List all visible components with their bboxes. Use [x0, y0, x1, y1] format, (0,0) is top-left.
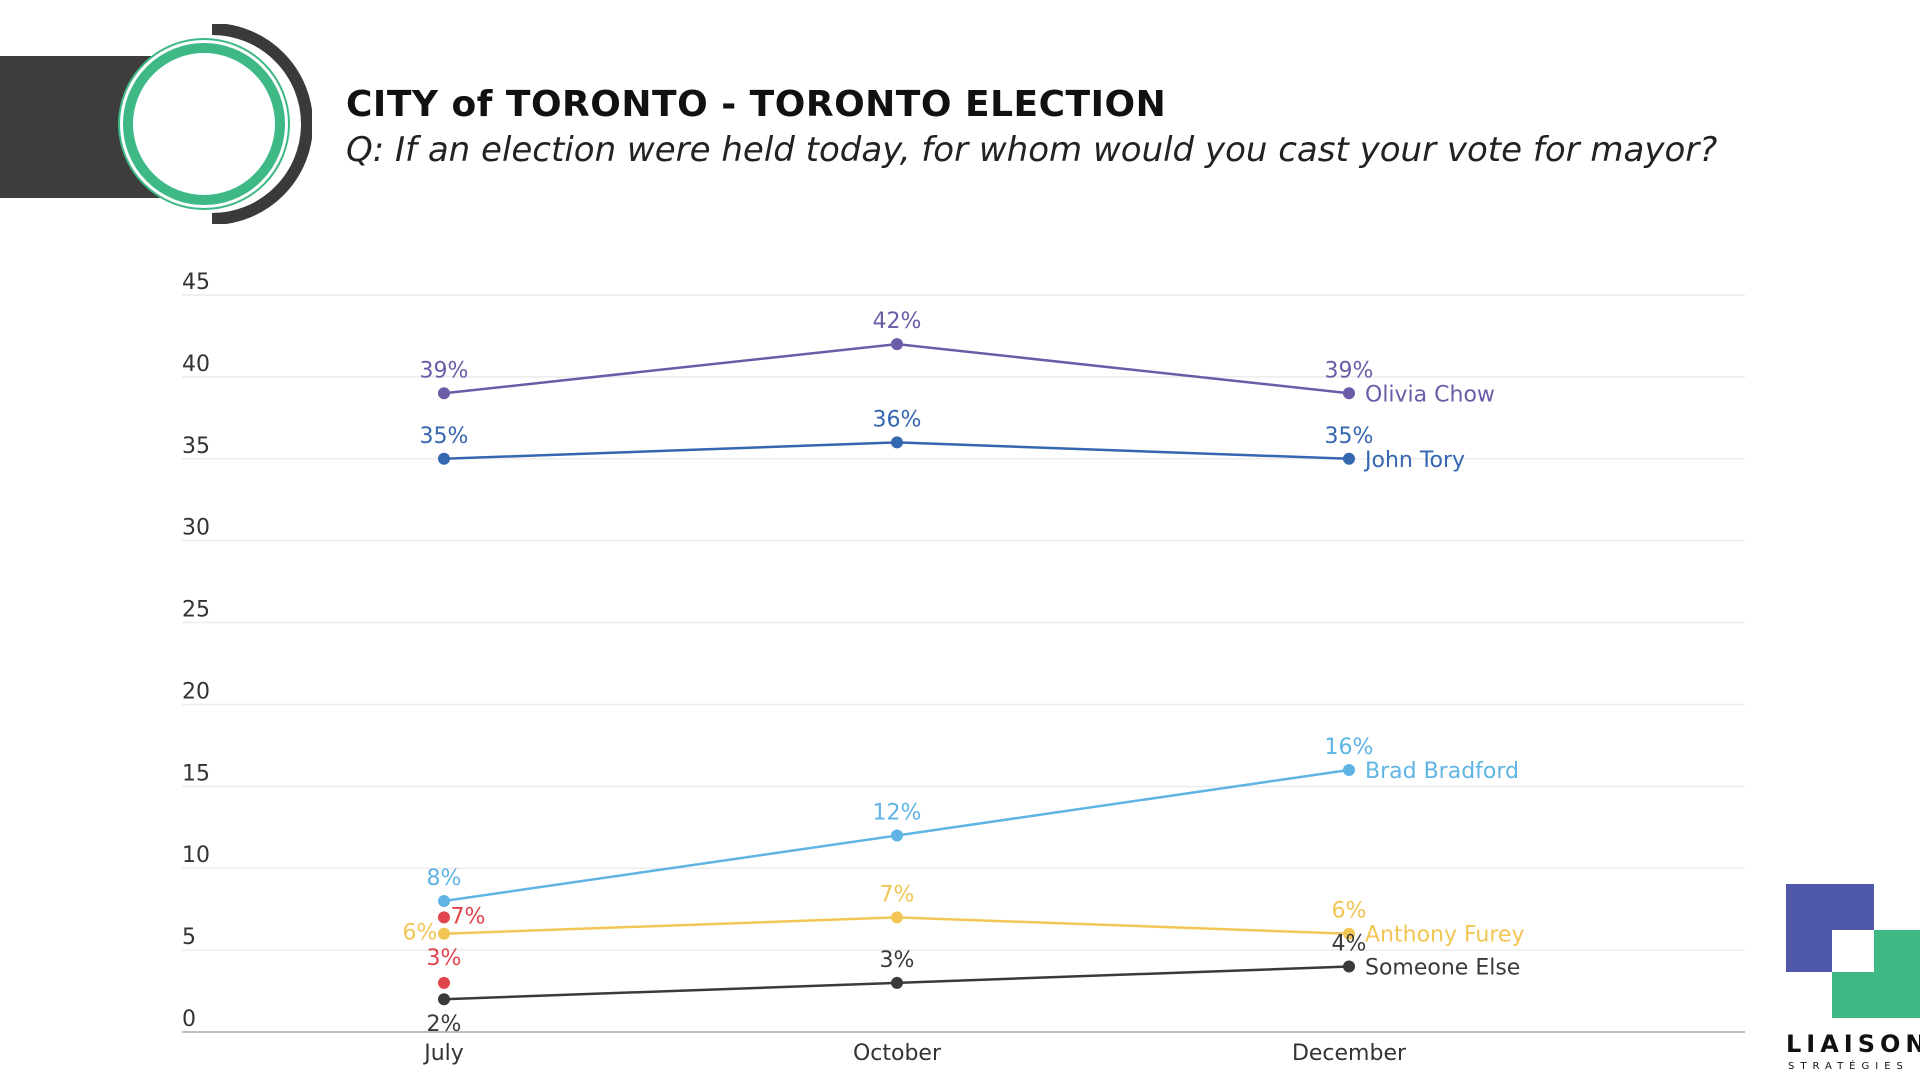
data-label-anthony-furey: 7% [880, 882, 915, 907]
data-label-john-tory: 36% [873, 407, 922, 432]
y-tick-label: 35 [182, 434, 210, 459]
series-label-john-tory: John Tory [1363, 448, 1465, 473]
data-point-someone-else [891, 976, 903, 989]
series-label-brad-bradford: Brad Bradford [1365, 759, 1519, 784]
y-tick-label: 45 [182, 270, 210, 295]
logo-square-white [1832, 930, 1874, 972]
liaison-logo: LIAISON STRATÉGIES [1786, 884, 1920, 1074]
y-tick-label: 5 [182, 925, 196, 950]
data-label-john-tory: 35% [1325, 424, 1374, 449]
data-point-other [438, 911, 450, 924]
data-label-brad-bradford: 12% [873, 800, 922, 825]
data-point-someone-else [1343, 960, 1355, 973]
y-tick-label: 0 [182, 1007, 196, 1032]
data-point-john-tory [1343, 452, 1355, 465]
data-label-brad-bradford: 8% [427, 866, 462, 891]
logo-subtitle: STRATÉGIES [1788, 1061, 1909, 1072]
data-point-john-tory [891, 436, 903, 449]
x-tick-label: October [853, 1041, 942, 1066]
data-label-someone-else: 4% [1332, 931, 1367, 956]
y-tick-label: 40 [182, 352, 210, 377]
y-tick-label: 30 [182, 516, 210, 541]
data-label-anthony-furey: 6% [1332, 899, 1367, 924]
data-point-someone-else [438, 993, 450, 1006]
series-label-anthony-furey: Anthony Furey [1365, 923, 1525, 948]
chart-subtitle: Q: If an election were held today, for w… [346, 130, 1718, 170]
y-tick-label: 15 [182, 761, 210, 786]
data-point-other [438, 976, 450, 989]
logo-name: LIAISON [1786, 1030, 1920, 1058]
header-ring-icon [118, 24, 312, 224]
data-label-someone-else: 2% [427, 1012, 462, 1037]
series-line-olivia-chow [443, 342, 1350, 395]
x-tick-label: July [422, 1041, 464, 1066]
data-label-brad-bradford: 16% [1325, 735, 1374, 760]
data-point-anthony-furey [891, 911, 903, 924]
data-point-brad-bradford [891, 829, 903, 842]
series-label-someone-else: Someone Else [1365, 955, 1520, 980]
data-point-olivia-chow [891, 338, 903, 351]
x-tick-label: December [1292, 1041, 1407, 1066]
data-label-olivia-chow: 42% [873, 309, 922, 334]
y-tick-label: 25 [182, 598, 210, 623]
chart-title: CITY of TORONTO - TORONTO ELECTION [346, 84, 1167, 125]
data-label-anthony-furey: 6% [403, 921, 438, 946]
y-tick-label: 10 [182, 843, 210, 868]
data-point-olivia-chow [438, 387, 450, 400]
data-point-olivia-chow [1343, 387, 1355, 400]
data-label-other: 7% [451, 904, 486, 929]
y-tick-label: 20 [182, 679, 210, 704]
data-point-brad-bradford [1343, 763, 1355, 776]
data-label-someone-else: 3% [880, 948, 915, 973]
series-label-olivia-chow: Olivia Chow [1365, 382, 1495, 407]
data-point-anthony-furey [438, 927, 450, 940]
data-label-olivia-chow: 39% [420, 358, 469, 383]
data-label-john-tory: 35% [420, 424, 469, 449]
data-point-anthony-furey [1343, 927, 1355, 940]
data-label-olivia-chow: 39% [1325, 358, 1374, 383]
data-point-brad-bradford [438, 894, 450, 907]
data-point-john-tory [438, 452, 450, 465]
data-label-other: 3% [427, 946, 462, 971]
